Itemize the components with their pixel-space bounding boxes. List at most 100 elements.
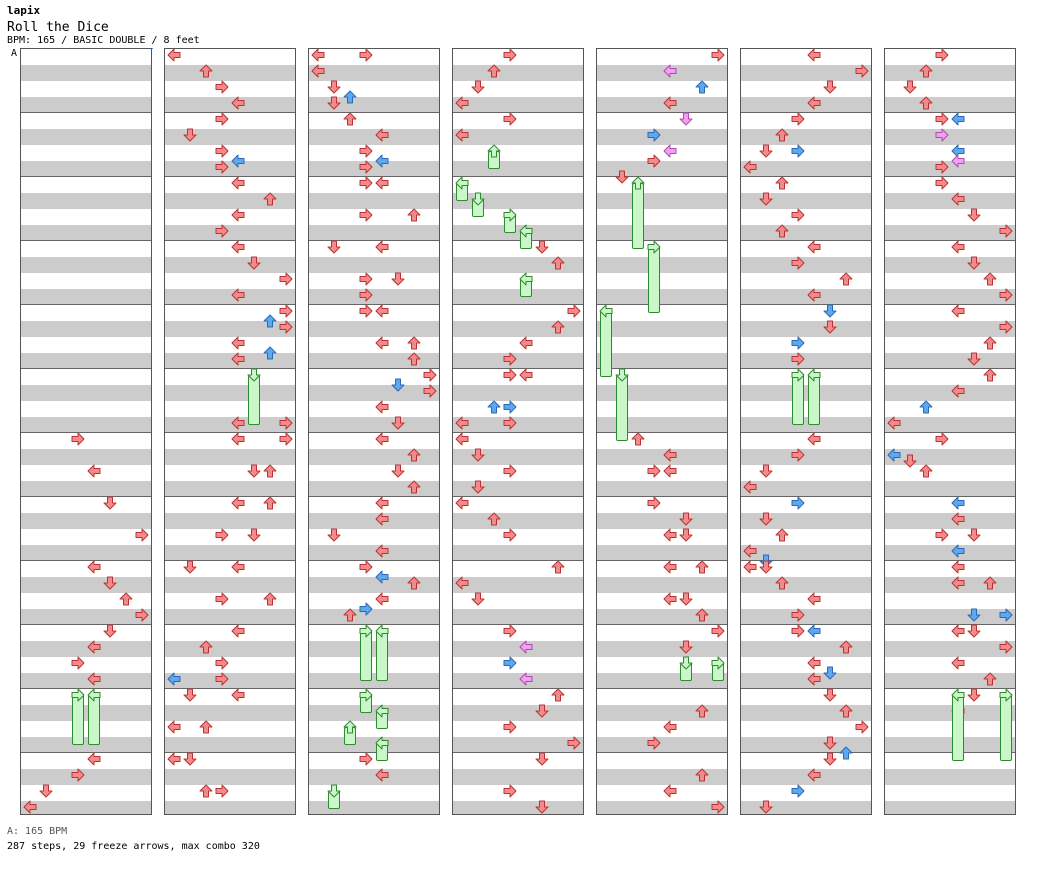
measure-line (165, 688, 295, 689)
measure-line (309, 176, 439, 177)
measure-line (885, 688, 1015, 689)
left-arrow-icon (375, 432, 389, 446)
left-arrow-icon (951, 304, 965, 318)
left-arrow-icon (231, 432, 245, 446)
right-arrow-icon (215, 160, 229, 174)
left-arrow-icon (519, 336, 533, 350)
left-arrow-icon (807, 432, 821, 446)
down-arrow-icon (967, 352, 981, 366)
down-arrow-icon (679, 112, 693, 126)
right-arrow-icon (359, 752, 373, 766)
right-arrow-icon (999, 640, 1013, 654)
right-arrow-icon (359, 49, 373, 62)
up-arrow-icon (551, 688, 565, 702)
up-arrow-icon (983, 672, 997, 686)
right-arrow-icon (711, 656, 725, 670)
right-arrow-icon (71, 432, 85, 446)
left-arrow-icon (599, 304, 613, 318)
up-arrow-icon (263, 592, 277, 606)
left-arrow-icon (951, 656, 965, 670)
left-arrow-icon (951, 512, 965, 526)
right-arrow-icon (359, 288, 373, 302)
left-arrow-icon (455, 576, 469, 590)
right-arrow-icon (855, 720, 869, 734)
left-arrow-icon (375, 240, 389, 254)
up-arrow-icon (983, 336, 997, 350)
measure-line (165, 112, 295, 113)
right-arrow-icon (359, 624, 373, 638)
left-arrow-icon (519, 368, 533, 382)
down-arrow-icon (471, 448, 485, 462)
right-arrow-icon (135, 528, 149, 542)
right-arrow-icon (999, 320, 1013, 334)
right-arrow-icon (503, 49, 517, 62)
down-arrow-icon (247, 528, 261, 542)
down-arrow-icon (103, 496, 117, 510)
up-arrow-icon (407, 448, 421, 462)
measure-line (597, 432, 727, 433)
right-arrow-icon (71, 688, 85, 702)
left-arrow-icon (375, 336, 389, 350)
right-arrow-icon (359, 176, 373, 190)
right-arrow-icon (359, 560, 373, 574)
left-arrow-icon (519, 640, 533, 654)
chart-column (308, 48, 440, 815)
right-arrow-icon (791, 336, 805, 350)
up-arrow-icon (631, 432, 645, 446)
left-arrow-icon (311, 64, 325, 78)
right-arrow-icon (855, 64, 869, 78)
chart-column (452, 48, 584, 815)
right-arrow-icon (647, 736, 661, 750)
left-arrow-icon (951, 544, 965, 558)
down-arrow-icon (183, 688, 197, 702)
up-arrow-icon (551, 320, 565, 334)
measure-line (741, 304, 871, 305)
down-arrow-icon (823, 666, 837, 680)
up-arrow-icon (775, 128, 789, 142)
down-arrow-icon (823, 80, 837, 94)
measure-line (453, 240, 583, 241)
right-arrow-icon (711, 624, 725, 638)
up-arrow-icon (839, 272, 853, 286)
right-arrow-icon (791, 624, 805, 638)
right-arrow-icon (935, 528, 949, 542)
left-arrow-icon (663, 64, 677, 78)
up-arrow-icon (487, 400, 501, 414)
measure-line (885, 112, 1015, 113)
left-arrow-icon (663, 448, 677, 462)
left-arrow-icon (807, 656, 821, 670)
down-arrow-icon (759, 144, 773, 158)
up-arrow-icon (407, 352, 421, 366)
right-arrow-icon (791, 208, 805, 222)
right-arrow-icon (791, 784, 805, 798)
up-arrow-icon (407, 336, 421, 350)
right-arrow-icon (935, 176, 949, 190)
up-arrow-icon (343, 112, 357, 126)
down-arrow-icon (247, 368, 261, 382)
right-arrow-icon (567, 304, 581, 318)
right-arrow-icon (503, 112, 517, 126)
right-arrow-icon (135, 608, 149, 622)
left-arrow-icon (375, 176, 389, 190)
measure-line (309, 112, 439, 113)
right-arrow-icon (503, 784, 517, 798)
measure-line (741, 176, 871, 177)
down-arrow-icon (535, 800, 549, 814)
left-arrow-icon (951, 384, 965, 398)
measure-line (21, 496, 151, 497)
measure-line (21, 688, 151, 689)
left-arrow-icon (231, 240, 245, 254)
left-arrow-icon (807, 288, 821, 302)
measure-line (21, 112, 151, 113)
freeze-arrow-tail (792, 375, 804, 425)
left-arrow-icon (231, 208, 245, 222)
freeze-arrow-tail (72, 695, 84, 745)
measure-line (309, 688, 439, 689)
measure-line (885, 304, 1015, 305)
up-arrow-icon (695, 768, 709, 782)
right-arrow-icon (791, 608, 805, 622)
down-arrow-icon (247, 464, 261, 478)
up-arrow-icon (775, 528, 789, 542)
left-arrow-icon (519, 224, 533, 238)
down-arrow-icon (391, 272, 405, 286)
